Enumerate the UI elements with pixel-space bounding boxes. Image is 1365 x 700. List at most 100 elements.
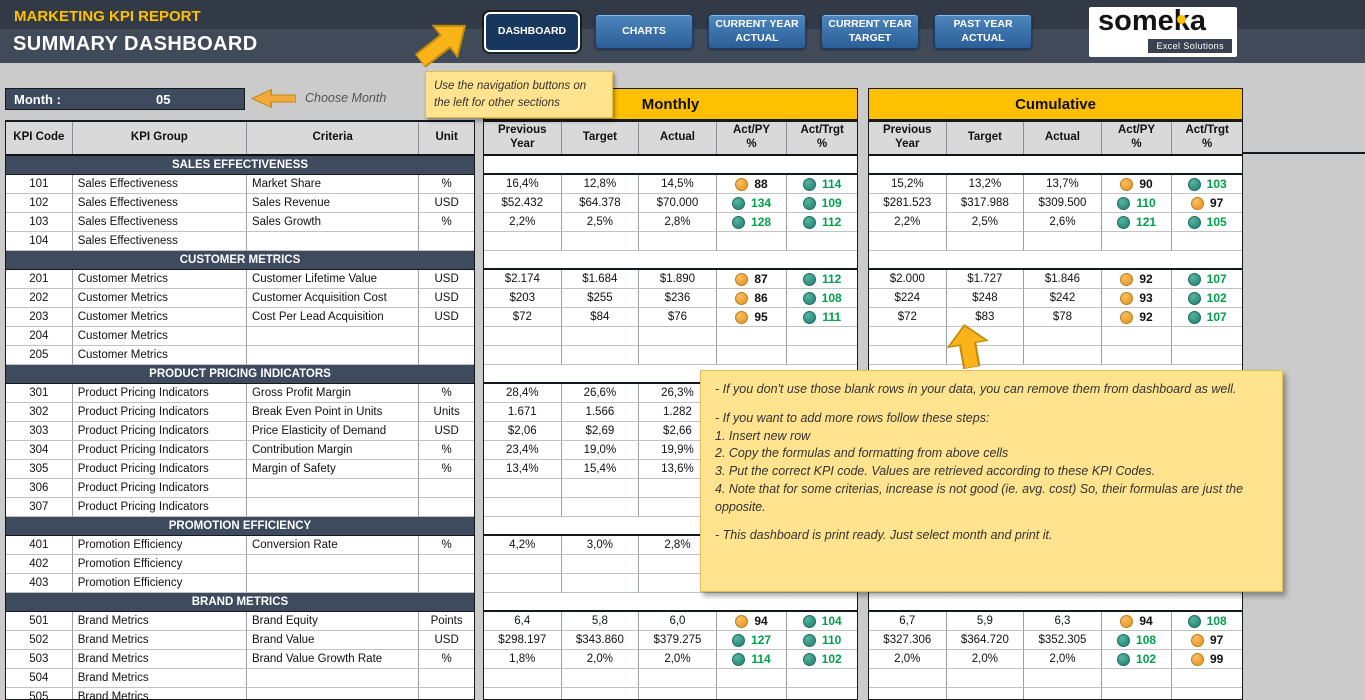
- status-dot-orange-icon: [735, 177, 749, 191]
- unit-cell: USD: [419, 422, 474, 441]
- status-cell: 110: [1101, 194, 1173, 213]
- unit-cell: %: [419, 460, 474, 479]
- left-header-row: KPI Code KPI Group Criteria Unit: [6, 122, 474, 156]
- unit-cell: [419, 232, 474, 251]
- status-cell: 94: [716, 612, 788, 631]
- unit-cell: [419, 498, 474, 517]
- section-header: CUSTOMER METRICS: [6, 251, 474, 270]
- kpi-group-cell: Product Pricing Indicators: [72, 422, 247, 441]
- note-line: - If you want to add more rows follow th…: [715, 410, 990, 425]
- value-cell: [946, 327, 1025, 346]
- kpi-code-cell: 202: [6, 289, 73, 308]
- criteria-cell: Conversion Rate: [246, 536, 420, 555]
- criteria-cell: [246, 555, 420, 574]
- kpi-row: 101 Sales Effectiveness Market Share%: [6, 175, 474, 194]
- status-cell: 92: [1101, 270, 1173, 289]
- kpi-code-cell: 307: [6, 498, 73, 517]
- value-cell: 26,6%: [561, 384, 640, 403]
- column-header: KPI Group: [72, 122, 247, 154]
- unit-cell: [419, 669, 474, 688]
- note-line: [715, 516, 1268, 527]
- section-header: BRAND METRICS: [6, 593, 474, 612]
- value-cell: 15,4%: [561, 460, 640, 479]
- status-cell: [1172, 232, 1242, 251]
- value-cell: $83: [946, 308, 1025, 327]
- status-cell: [1172, 669, 1242, 688]
- status-dot-green-icon: [1187, 310, 1201, 324]
- status-value: 102: [1136, 652, 1157, 666]
- monthly-row: 23,4% 19,0% 19,9%: [484, 441, 857, 460]
- kpi-code-cell: 201: [6, 270, 73, 289]
- status-cell: 112: [787, 213, 857, 232]
- status-cell: 97: [1172, 631, 1242, 650]
- status-cell: [716, 346, 788, 365]
- status-dot-green-icon: [1117, 633, 1131, 647]
- criteria-cell: Sales Revenue: [246, 194, 420, 213]
- unit-cell: USD: [419, 194, 474, 213]
- criteria-cell: Customer Lifetime Value: [246, 270, 420, 289]
- value-cell: 2,5%: [946, 213, 1025, 232]
- kpi-row: 306 Product Pricing Indicators: [6, 479, 474, 498]
- criteria-cell: [246, 327, 420, 346]
- value-cell: 1,8%: [484, 650, 562, 669]
- status-cell: 102: [1172, 289, 1242, 308]
- value-cell: [1024, 346, 1102, 365]
- status-cell: [1172, 327, 1242, 346]
- page-title: SUMMARY DASHBOARD: [13, 33, 258, 55]
- kpi-group-cell: Sales Effectiveness: [72, 175, 247, 194]
- value-cell: $379.275: [639, 631, 717, 650]
- value-cell: $309.500: [1024, 194, 1102, 213]
- kpi-row: 302 Product Pricing Indicators Break Even …: [6, 403, 474, 422]
- value-cell: [484, 232, 562, 251]
- note-line: 3. Put the correct KPI code. Values are …: [715, 464, 1156, 478]
- status-cell: 134: [716, 194, 788, 213]
- value-cell: $2.174: [484, 270, 562, 289]
- kpi-group-cell: Customer Metrics: [72, 289, 247, 308]
- value-cell: $2.000: [869, 270, 947, 289]
- kpi-group-cell: Product Pricing Indicators: [72, 384, 247, 403]
- status-cell: 108: [787, 289, 857, 308]
- status-dot-green-icon: [1187, 215, 1201, 229]
- status-dot-orange-icon: [1120, 310, 1134, 324]
- note-line: - If you don't use those blank rows in y…: [715, 382, 1237, 396]
- month-value[interactable]: 05: [156, 92, 171, 107]
- status-dot-green-icon: [732, 196, 746, 210]
- kpi-row: 202 Customer Metrics Customer Acquisition …: [6, 289, 474, 308]
- status-value: 110: [1136, 196, 1156, 210]
- kpi-row: 104 Sales Effectiveness: [6, 232, 474, 251]
- nav-tooltip: Use the navigation buttons on the left f…: [425, 71, 613, 119]
- month-selector: Month : 05: [5, 88, 245, 110]
- cumulative-row: 2,2% 2,5% 2,6% 121 105: [869, 213, 1242, 232]
- nav-button-current-year-actual[interactable]: CURRENT YEAR ACTUAL: [708, 14, 806, 49]
- value-cell: [484, 498, 562, 517]
- kpi-group-cell: Promotion Efficiency: [72, 536, 247, 555]
- unit-cell: %: [419, 175, 474, 194]
- nav-button-charts[interactable]: CHARTS: [595, 14, 693, 49]
- logo-dot-icon: [1177, 15, 1186, 24]
- arrow-up-icon: [946, 324, 989, 370]
- unit-cell: Units: [419, 403, 474, 422]
- value-cell: 13,7%: [1024, 175, 1102, 194]
- kpi-group-cell: Promotion Efficiency: [72, 555, 247, 574]
- nav-button-past-year-actual[interactable]: PAST YEAR ACTUAL: [934, 14, 1032, 49]
- kpi-code-cell: 403: [6, 574, 73, 593]
- value-cell: 15,2%: [869, 175, 947, 194]
- value-cell: [639, 232, 717, 251]
- cumulative-row: [869, 232, 1242, 251]
- value-cell: [639, 327, 717, 346]
- value-cell: 3,0%: [561, 536, 640, 555]
- kpi-row: 401 Promotion Efficiency Conversion Rate%: [6, 536, 474, 555]
- value-cell: [639, 669, 717, 688]
- nav-button-current-year-target[interactable]: CURRENT YEAR TARGET: [821, 14, 919, 49]
- value-cell: 4,2%: [484, 536, 562, 555]
- nav-button-dashboard[interactable]: DASHBOARD: [484, 11, 580, 52]
- status-cell: 103: [1172, 175, 1242, 194]
- value-cell: [1024, 688, 1102, 699]
- monthly-row: 6,4 5,8 6,0 94 104: [484, 612, 857, 631]
- value-cell: 6,0: [639, 612, 717, 631]
- cumulative-row: [869, 346, 1242, 365]
- kpi-row: 103 Sales Effectiveness Sales Growth%: [6, 213, 474, 232]
- value-cell: $224: [869, 289, 947, 308]
- unit-cell: %: [419, 384, 474, 403]
- status-cell: 111: [787, 308, 857, 327]
